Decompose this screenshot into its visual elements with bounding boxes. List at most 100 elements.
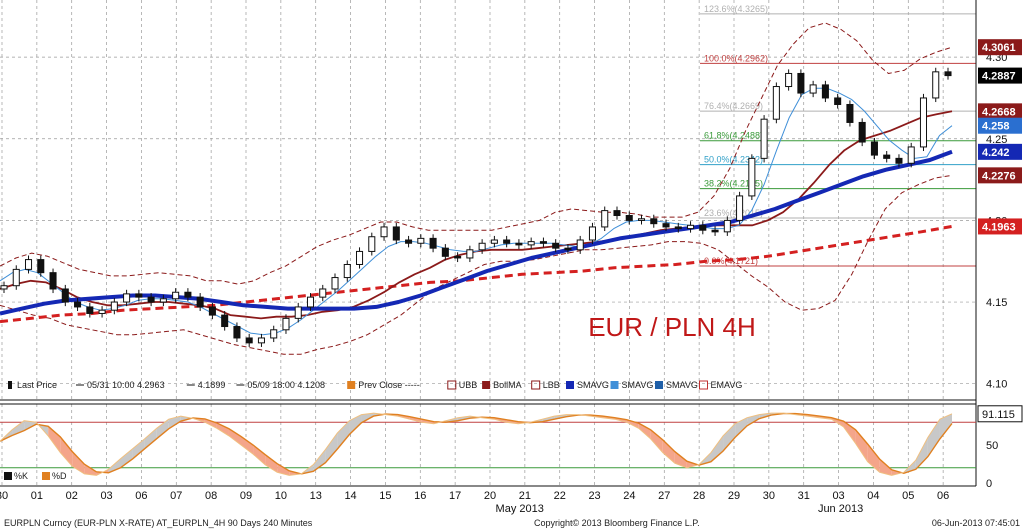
oscillator-fill <box>204 418 217 429</box>
oscillator-fill <box>313 449 326 472</box>
x-tick-label: 06 <box>937 490 949 502</box>
candle-body <box>208 306 216 316</box>
candle-body <box>821 84 829 99</box>
candle-body <box>870 141 878 156</box>
legend-label: Prev Close ----- <box>358 380 420 390</box>
upper-bollinger-band <box>0 22 953 285</box>
candle-body <box>699 224 707 231</box>
oscillator-legend-label: %K <box>14 471 28 481</box>
oscillator-fill <box>12 420 25 436</box>
candle-body <box>637 218 646 221</box>
x-tick-label: 13 <box>310 490 322 502</box>
legend-label: SMAVG <box>622 380 654 390</box>
price-tag <box>978 103 1022 120</box>
oscillator-value-tag <box>977 405 1023 423</box>
oscillator-d-line <box>0 412 953 475</box>
candle-body <box>110 301 118 311</box>
month-label: Jun 2013 <box>818 503 863 515</box>
price-tag-label: 4.242 <box>982 147 1010 159</box>
fibonacci-label: 38.2%(4.2195) <box>704 179 763 189</box>
price-tag <box>978 39 1022 56</box>
emavg-line <box>0 224 953 324</box>
oscillator-fill <box>542 416 555 422</box>
price-tag-label: 4.2668 <box>982 106 1016 118</box>
oscillator-fill <box>48 426 61 453</box>
x-tick-label: 27 <box>658 490 670 502</box>
oscillator-fill <box>108 458 121 473</box>
candle-body <box>147 296 155 303</box>
candle-body <box>723 219 731 233</box>
candle-body <box>736 195 744 221</box>
price-tag-label: 4.1963 <box>982 221 1016 233</box>
oscillator-legend-swatch <box>42 472 50 480</box>
price-tag-label: 4.3061 <box>982 42 1016 54</box>
candle-body <box>944 71 952 77</box>
legend-label: 05/09 18:00 4.1208 <box>247 380 325 390</box>
candle-body <box>564 247 572 251</box>
legend-swatch <box>482 381 491 389</box>
x-tick-label: 03 <box>832 490 844 502</box>
x-tick-label: 10 <box>275 490 287 502</box>
legend-swatch <box>610 381 619 389</box>
candle-body <box>135 293 143 298</box>
oscillator-fill <box>144 428 157 449</box>
fibonacci-label: 23.6%(4.2015) <box>704 208 763 218</box>
legend-label: Last Price <box>17 380 57 390</box>
y-tick-label: 4.30 <box>986 52 1007 64</box>
fibonacci-label: 61.8%(4.2488) <box>704 131 763 141</box>
candle-body <box>221 314 229 328</box>
x-tick-label: 23 <box>588 490 600 502</box>
footer-center: Copyright© 2013 Bloomberg Finance L.P. <box>534 518 700 528</box>
candle-body <box>331 277 339 290</box>
oscillator-fill <box>241 436 254 455</box>
y-tick-label: 4.10 <box>986 379 1007 391</box>
price-tag <box>978 167 1022 184</box>
y-tick-label: 4.15 <box>986 297 1007 309</box>
legend-swatch <box>8 381 12 389</box>
x-axis-labels: 30 01 02 03 06 07 08 09 10 13 14 15 16 17 20 21 22 23 24 27… <box>0 490 949 515</box>
legend-label: 05/31 10:00 4.2963 <box>87 380 165 390</box>
oscillator-fill <box>723 423 736 452</box>
candle-body <box>74 301 82 308</box>
oscillator-fill <box>843 421 856 444</box>
candle-body <box>24 259 33 270</box>
x-tick-label: 07 <box>170 490 182 502</box>
oscillator-y-tick-label: 50 <box>986 440 998 452</box>
candle-body <box>233 326 241 339</box>
legend-label: SMAVG <box>666 380 698 390</box>
price-tag <box>978 67 1022 84</box>
smavg-thick-line <box>0 149 953 316</box>
candle-body <box>687 224 695 230</box>
candle-body <box>172 291 180 300</box>
candle-body <box>0 285 8 290</box>
candle-body <box>380 226 388 238</box>
candlesticks <box>0 67 952 347</box>
x-tick-label: 22 <box>554 490 566 502</box>
oscillator-fill <box>265 454 278 473</box>
candle-body <box>919 97 928 148</box>
price-tag <box>978 143 1022 160</box>
candle-body <box>650 218 658 225</box>
x-tick-label: 30 <box>0 490 8 502</box>
candle-body <box>797 72 805 94</box>
oscillator-fill <box>710 435 724 462</box>
oscillator-fill <box>638 423 651 439</box>
candle-body <box>552 242 560 249</box>
legend-swatch <box>447 380 457 390</box>
legend-label: LBB <box>543 380 560 390</box>
candle-body <box>932 71 940 99</box>
smavg-thin-line <box>0 87 953 336</box>
x-tick-label: 09 <box>240 490 252 502</box>
oscillator-fill <box>927 419 940 457</box>
oscillator-fill <box>72 451 85 474</box>
fibonacci-label: 76.4%(4.2669) <box>704 101 763 111</box>
oscillator-fill <box>156 419 169 439</box>
candle-body <box>159 298 167 303</box>
oscillator-fill <box>879 459 892 476</box>
candle-body <box>576 239 584 251</box>
legend: Last Price 05/31 10:00 4.2963 4.1899 05/09 … <box>8 380 742 390</box>
candle-body <box>356 250 364 265</box>
price-tag-label: 4.2887 <box>982 71 1016 83</box>
candle-body <box>601 210 609 228</box>
candle-body <box>883 154 891 159</box>
